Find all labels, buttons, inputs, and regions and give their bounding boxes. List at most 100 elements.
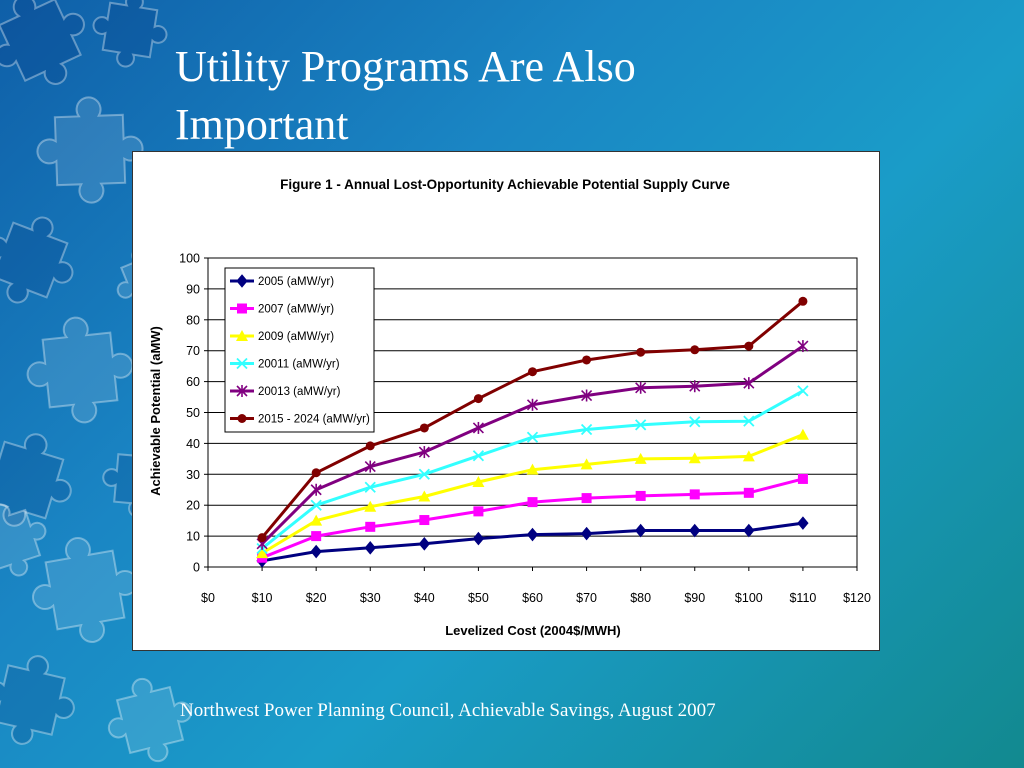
marker-shape xyxy=(527,497,538,508)
data-point xyxy=(472,476,485,488)
data-point xyxy=(797,385,809,397)
legend-label: 2007 (aMW/yr) xyxy=(258,304,334,316)
marker-shape xyxy=(237,303,247,314)
puzzle-piece-decoration xyxy=(26,316,134,424)
data-point xyxy=(526,527,539,542)
data-point xyxy=(581,493,592,504)
data-point xyxy=(310,514,323,526)
x-tick-label: $50 xyxy=(468,591,489,605)
data-point xyxy=(690,345,700,355)
legend-label: 2009 (aMW/yr) xyxy=(258,331,334,343)
marker-shape xyxy=(743,415,755,427)
data-point xyxy=(472,531,485,546)
marker-shape xyxy=(419,515,430,526)
marker-shape xyxy=(418,537,430,551)
data-point xyxy=(689,489,700,500)
y-tick-label: 70 xyxy=(186,344,200,358)
puzzle-piece-decoration xyxy=(107,677,193,763)
marker-shape xyxy=(635,523,647,538)
marker-shape xyxy=(472,450,485,462)
series-6 xyxy=(257,296,808,543)
series-5 xyxy=(256,340,809,550)
legend-swatch-marker xyxy=(236,385,248,397)
chart-panel: Figure 1 - Annual Lost-Opportunity Achie… xyxy=(132,151,880,651)
legend-label: 2005 (aMW/yr) xyxy=(258,276,334,288)
marker-shape xyxy=(689,489,700,500)
legend-item: 2005 (aMW/yr) xyxy=(230,274,334,288)
x-tick-label: $10 xyxy=(252,591,273,605)
x-tick-label: $0 xyxy=(201,591,215,605)
legend-item: 2009 (aMW/yr) xyxy=(230,330,334,343)
data-point xyxy=(744,341,754,351)
marker-shape xyxy=(237,414,247,423)
marker-shape xyxy=(472,531,485,546)
data-point xyxy=(688,452,701,464)
marker-shape xyxy=(636,347,646,357)
y-tick-label: 20 xyxy=(186,499,200,513)
data-point xyxy=(635,381,647,394)
x-tick-label: $100 xyxy=(735,591,763,605)
series-3 xyxy=(256,428,809,559)
y-tick-label: 40 xyxy=(186,437,200,451)
data-point xyxy=(257,533,267,543)
data-point xyxy=(797,516,809,530)
marker-shape xyxy=(580,423,593,436)
data-point xyxy=(310,499,322,511)
x-tick-label: $20 xyxy=(306,591,327,605)
data-point xyxy=(689,523,701,538)
data-point xyxy=(364,541,376,555)
marker-shape xyxy=(418,468,430,480)
x-axis-label: Levelized Cost (2004$/MWH) xyxy=(445,623,621,638)
data-point xyxy=(581,389,593,402)
y-tick-label: 60 xyxy=(186,375,200,389)
puzzle-piece-decoration xyxy=(92,0,168,68)
y-axis-label: Achievable Potential (aMW) xyxy=(148,326,163,496)
data-point xyxy=(418,490,431,502)
marker-shape xyxy=(526,527,539,542)
marker-shape xyxy=(580,526,593,541)
data-point xyxy=(472,421,484,434)
data-point xyxy=(472,450,485,462)
y-tick-label: 50 xyxy=(186,406,200,420)
x-tick-label: $70 xyxy=(576,591,597,605)
legend-label: 20013 (aMW/yr) xyxy=(258,386,341,398)
marker-shape xyxy=(364,541,376,555)
legend-item: 20013 (aMW/yr) xyxy=(230,385,341,398)
data-point xyxy=(526,398,539,411)
data-point xyxy=(528,367,537,377)
data-point xyxy=(526,431,539,443)
data-point xyxy=(582,355,592,365)
marker-shape xyxy=(796,428,809,440)
marker-shape xyxy=(473,394,483,404)
slide-title: Utility Programs Are Also Important xyxy=(175,38,875,154)
legend-swatch-marker xyxy=(237,303,247,314)
data-point xyxy=(473,394,483,404)
legend-swatch-marker xyxy=(236,274,248,288)
data-point xyxy=(743,415,755,427)
data-point xyxy=(797,473,808,484)
puzzle-piece-decoration xyxy=(0,433,72,527)
data-point xyxy=(310,544,322,559)
data-point xyxy=(689,416,701,428)
data-point xyxy=(311,531,322,542)
puzzle-piece-decoration xyxy=(32,537,138,643)
marker-shape xyxy=(690,345,700,355)
data-point xyxy=(418,446,430,459)
marker-shape xyxy=(581,493,592,504)
data-point xyxy=(310,483,322,496)
data-point xyxy=(365,441,375,451)
marker-shape xyxy=(526,431,539,443)
marker-shape xyxy=(419,423,429,433)
marker-shape xyxy=(797,516,809,530)
marker-shape xyxy=(257,533,267,543)
marker-shape xyxy=(472,476,485,488)
marker-shape xyxy=(311,468,321,478)
x-tick-label: $30 xyxy=(360,591,381,605)
x-tick-label: $40 xyxy=(414,591,435,605)
puzzle-piece-decoration xyxy=(0,503,47,577)
marker-shape xyxy=(689,523,701,538)
chart-title: Figure 1 - Annual Lost-Opportunity Achie… xyxy=(280,177,730,192)
x-tick-label: $120 xyxy=(843,591,871,605)
data-point xyxy=(364,481,376,493)
data-point xyxy=(635,523,647,538)
